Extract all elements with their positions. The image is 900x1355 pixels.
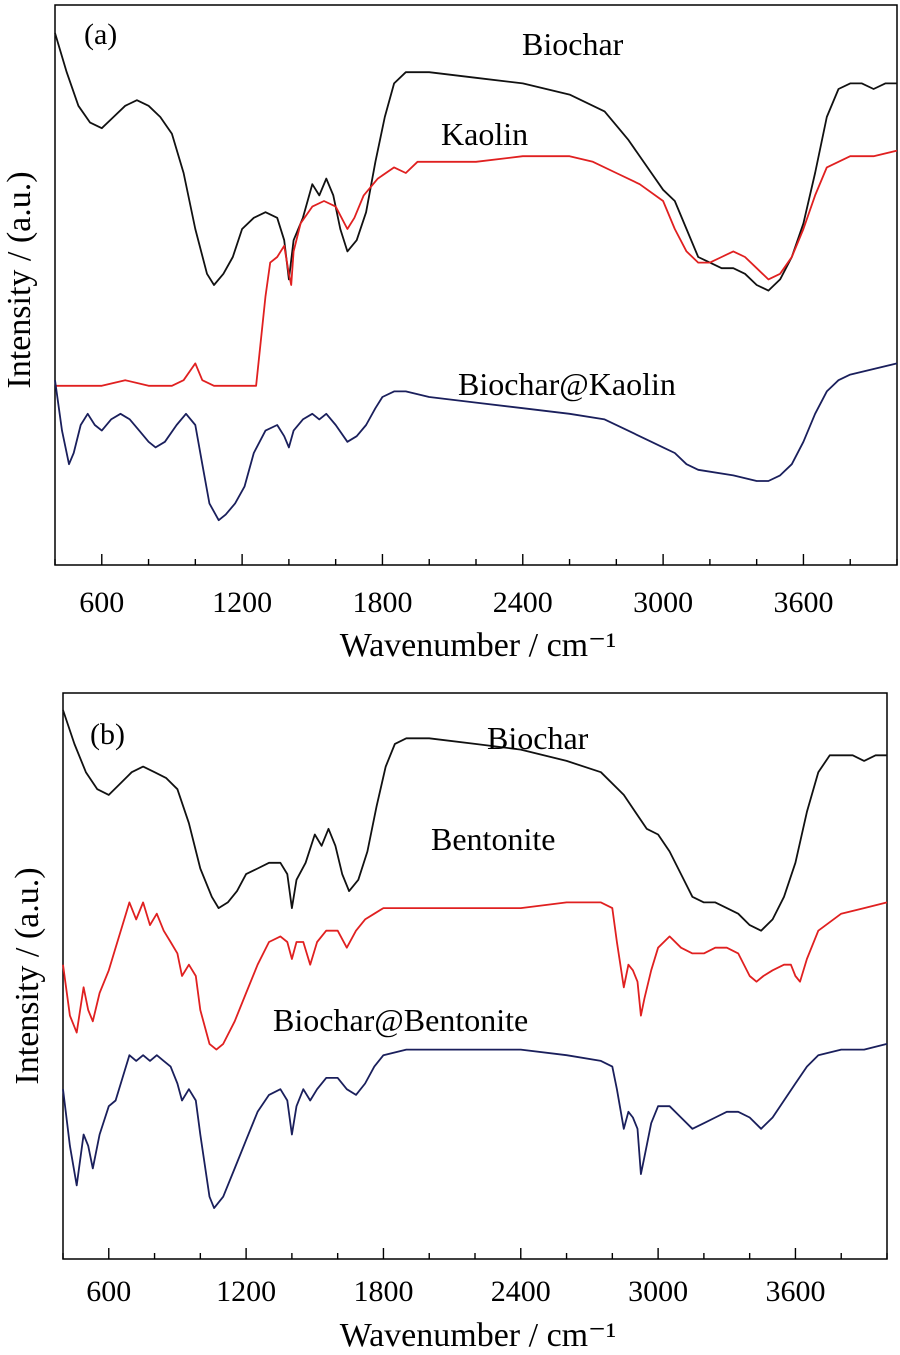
panel-b-chart: 600 1200 1800 2400 3000 3600 (b) Wavenumber /… xyxy=(9,692,888,1354)
x-tick-label: 3000 xyxy=(633,586,693,619)
x-tick-label: 600 xyxy=(79,586,124,619)
x-tick-label: 3000 xyxy=(628,1275,688,1308)
x-axis-label: Wavenumber / cm⁻¹ xyxy=(340,627,617,664)
x-tick-label: 1800 xyxy=(352,586,412,619)
panel-label: (a) xyxy=(84,18,117,51)
panel-label: (b) xyxy=(90,718,125,751)
legend-label-kaolin: Kaolin xyxy=(441,116,528,152)
x-axis-ticks xyxy=(54,554,898,565)
x-tick-label: 3600 xyxy=(773,586,833,619)
x-tick-label: 2400 xyxy=(493,586,553,619)
series-line-biochar xyxy=(62,709,887,932)
panel-a-chart: 600 1200 1800 2400 3000 3600 (a) Wavenumber /… xyxy=(1,4,898,664)
x-tick-label: 1200 xyxy=(216,1275,276,1308)
x-axis-ticks xyxy=(62,1248,888,1259)
x-tick-label: 1200 xyxy=(212,586,272,619)
x-tick-labels: 600 1200 1800 2400 3000 3600 xyxy=(86,1275,825,1308)
series-line-bentonite xyxy=(62,901,888,1051)
x-tick-labels: 600 1200 1800 2400 3000 3600 xyxy=(79,586,833,619)
x-tick-label: 2400 xyxy=(491,1275,551,1308)
legend-label-biochar-kaolin: Biochar@Kaolin xyxy=(458,366,676,402)
series-layer xyxy=(62,709,888,1209)
x-tick-label: 1800 xyxy=(353,1275,413,1308)
y-axis-label: Intensity / (a.u.) xyxy=(9,867,46,1084)
series-layer xyxy=(54,32,898,522)
series-line-biochar xyxy=(54,32,897,292)
series-line-biochar-bentonite xyxy=(62,1043,888,1209)
legend-label-biochar: Biochar xyxy=(522,26,624,62)
series-line-kaolin xyxy=(55,149,898,387)
legend-label-biochar: Biochar xyxy=(487,720,589,756)
y-axis-label: Intensity / (a.u.) xyxy=(1,171,38,388)
legend-label-bentonite: Bentonite xyxy=(431,821,555,857)
x-tick-label: 3600 xyxy=(765,1275,825,1308)
series-line-biochar-kaolin xyxy=(54,362,898,522)
x-axis-label: Wavenumber / cm⁻¹ xyxy=(340,1317,617,1354)
legend-label-biochar-bentonite: Biochar@Bentonite xyxy=(273,1002,528,1038)
x-tick-label: 600 xyxy=(86,1275,131,1308)
plot-frame xyxy=(54,4,898,566)
